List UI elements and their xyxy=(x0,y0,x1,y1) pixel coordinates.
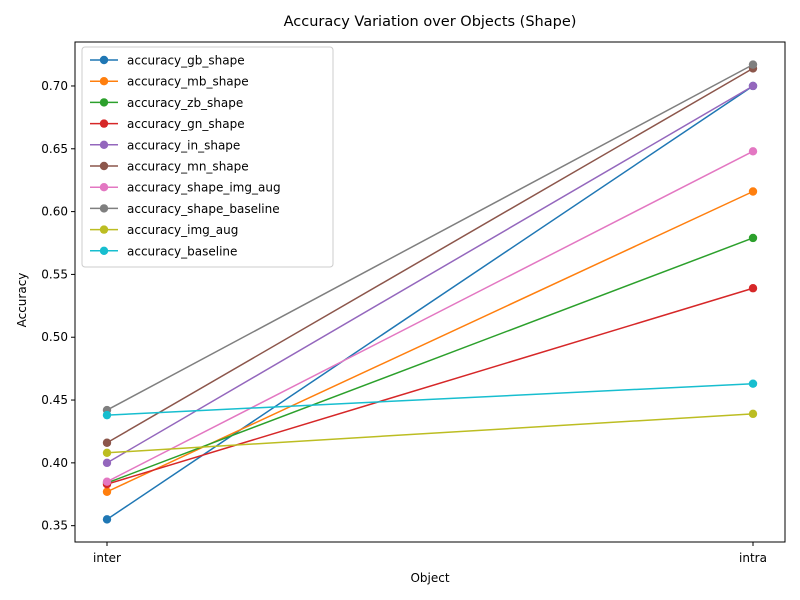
legend-marker xyxy=(99,225,109,234)
y-tick-label: 0.70 xyxy=(41,79,68,93)
legend-marker xyxy=(99,204,109,213)
chart-title: Accuracy Variation over Objects (Shape) xyxy=(284,14,577,30)
legend-marker xyxy=(99,161,109,171)
legend-label: accuracy_img_aug xyxy=(127,223,238,237)
data-point xyxy=(748,147,758,156)
data-point xyxy=(102,410,112,420)
legend-label: accuracy_gn_shape xyxy=(127,117,245,131)
data-point xyxy=(102,458,112,468)
legend-marker xyxy=(99,55,109,65)
series-accuracy_shape_img_aug xyxy=(102,147,758,486)
x-axis-label: Object xyxy=(410,571,449,585)
legend-entry: accuracy_shape_baseline xyxy=(90,202,280,216)
plot-area: 0.35 0.40 0.45 0.50 0.55 0.60 0.65 0.70 inter int… xyxy=(41,41,786,565)
y-tick-label: 0.65 xyxy=(41,142,68,156)
data-point xyxy=(748,409,758,419)
legend-marker xyxy=(99,98,109,107)
x-tick-label: intra xyxy=(739,551,767,565)
legend-entry: accuracy_baseline xyxy=(90,244,237,258)
data-point xyxy=(748,81,758,91)
y-tick-label: 0.55 xyxy=(41,267,68,281)
series-line xyxy=(106,150,754,483)
legend-entry: accuracy_mb_shape xyxy=(90,75,249,89)
legend-box xyxy=(81,46,334,268)
data-point xyxy=(102,477,112,486)
y-axis-label: Accuracy xyxy=(15,273,29,328)
data-point xyxy=(102,487,112,496)
series-line xyxy=(106,85,754,464)
legend-label: accuracy_zb_shape xyxy=(127,96,243,110)
y-tick-label: 0.50 xyxy=(41,330,68,344)
legend-label: accuracy_in_shape xyxy=(127,138,240,152)
y-tick-label: 0.40 xyxy=(41,456,68,470)
data-point xyxy=(102,448,112,458)
series-line xyxy=(106,382,754,416)
legend-label: accuracy_gb_shape xyxy=(127,54,245,68)
y-tick-label: 0.35 xyxy=(41,519,68,533)
data-point xyxy=(748,284,758,293)
series-line xyxy=(106,85,754,521)
legend-marker xyxy=(99,183,109,192)
legend-entry: accuracy_zb_shape xyxy=(90,96,243,110)
x-tick-label: inter xyxy=(93,551,121,565)
series-accuracy_img_aug xyxy=(102,409,758,458)
legend-entry: accuracy_img_aug xyxy=(90,223,238,237)
legend-marker xyxy=(99,77,109,86)
series-accuracy_in_shape xyxy=(102,81,758,468)
y-tick-label: 0.45 xyxy=(41,393,68,407)
series-line xyxy=(106,63,754,411)
legend-marker xyxy=(99,140,109,149)
legend-marker xyxy=(99,246,109,255)
data-point xyxy=(748,187,758,196)
axes-frame xyxy=(74,41,786,543)
data-point xyxy=(102,438,112,447)
series-line xyxy=(106,287,754,485)
legend-entry: accuracy_shape_img_aug xyxy=(90,181,281,195)
legend-label: accuracy_mn_shape xyxy=(127,160,249,174)
legend-marker xyxy=(99,119,109,128)
legend-label: accuracy_baseline xyxy=(127,244,237,258)
legend-entry: accuracy_mn_shape xyxy=(90,160,249,174)
data-point xyxy=(748,379,758,388)
series-line xyxy=(106,67,754,444)
legend-label: accuracy_shape_baseline xyxy=(127,202,280,216)
y-tick-label: 0.60 xyxy=(41,205,68,219)
legend-entry: accuracy_gb_shape xyxy=(90,54,245,68)
legend-label: accuracy_mb_shape xyxy=(127,75,249,89)
legend: accuracy_gb_shape accuracy_mb_shapeaccura… xyxy=(81,46,334,268)
legend-entry: accuracy_in_shape xyxy=(90,138,240,152)
series-line xyxy=(106,413,754,454)
data-point xyxy=(748,60,758,69)
data-point xyxy=(748,233,758,243)
legend-entry: accuracy_gn_shape xyxy=(90,117,245,131)
series-accuracy_baseline xyxy=(102,379,758,420)
data-point xyxy=(102,515,112,524)
legend-label: accuracy_shape_img_aug xyxy=(127,181,281,195)
series-line xyxy=(106,237,754,484)
